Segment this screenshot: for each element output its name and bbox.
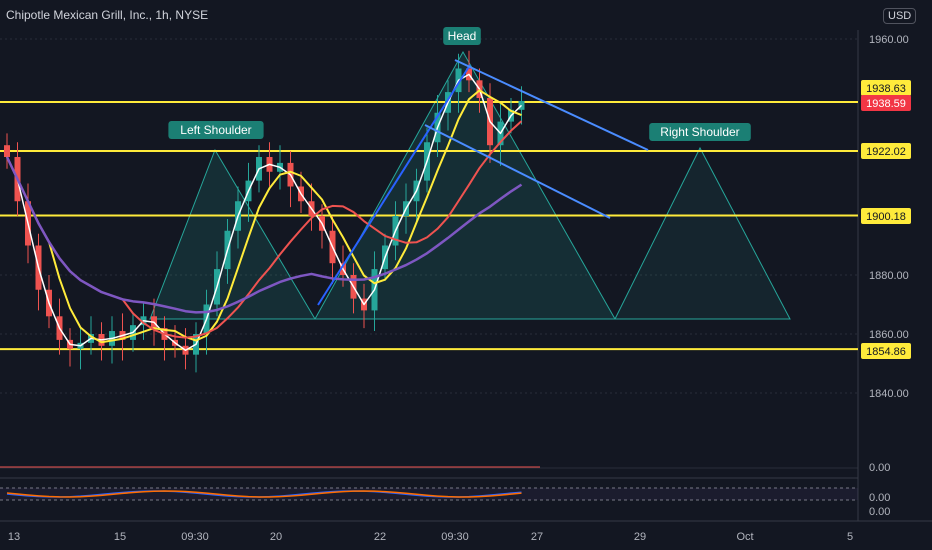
x-axis-tick-label: 22 <box>374 531 386 543</box>
price-label: 1900.18 <box>866 211 906 223</box>
indicator-axis-label: 0.00 <box>869 506 890 518</box>
x-axis-tick-label: 29 <box>634 531 646 543</box>
price-label: 1854.86 <box>866 346 906 358</box>
pattern-label: Right Shoulder <box>660 125 739 139</box>
price-label-box <box>861 343 911 359</box>
x-axis-tick-label: Oct <box>736 531 753 543</box>
candle-body <box>4 145 10 157</box>
pattern-right-shoulder <box>614 146 791 320</box>
x-axis-tick-label: 15 <box>114 531 126 543</box>
y-axis-tick-label: 1960.00 <box>869 34 909 46</box>
indicator-band-fill <box>0 488 858 500</box>
trend-line <box>317 64 471 306</box>
price-label: 1938.59 <box>866 98 906 110</box>
chart-title: Chipotle Mexican Grill, Inc., 1h, NYSE <box>6 8 209 22</box>
x-axis-tick-label: 13 <box>8 531 20 543</box>
x-axis-tick-label: 20 <box>270 531 282 543</box>
pattern-label-box <box>649 123 751 141</box>
y-axis-tick-label: 1880.00 <box>869 270 909 282</box>
y-axis-tick-label: 1860.00 <box>869 329 909 341</box>
pattern-label: Left Shoulder <box>180 123 251 137</box>
price-label-box <box>861 95 911 111</box>
moving-average-line <box>6 89 522 344</box>
price-label: 1922.02 <box>866 146 906 158</box>
price-label-box <box>861 208 911 224</box>
x-axis-tick-label: 09:30 <box>441 531 469 543</box>
indicator-axis-label: 0.00 <box>869 462 890 474</box>
pattern-head <box>314 50 616 320</box>
indicator-axis-label: 0.00 <box>869 492 890 504</box>
x-axis-tick-label: 09:30 <box>181 531 209 543</box>
y-axis-tick-label: 1840.00 <box>869 388 909 400</box>
trend-line <box>424 124 611 219</box>
moving-average-line <box>6 73 523 351</box>
x-axis-tick-label: 5 <box>847 531 853 543</box>
price-label-box <box>861 143 911 159</box>
price-label: 1938.63 <box>866 83 906 95</box>
moving-average-line <box>5 156 523 314</box>
price-label-box <box>861 80 911 96</box>
trend-line <box>454 59 649 151</box>
currency-button[interactable]: USD <box>883 8 917 24</box>
oscillator-signal-line <box>6 490 522 498</box>
pattern-label-box <box>168 121 264 139</box>
pattern-label-box <box>443 27 481 45</box>
x-axis-tick-label: 27 <box>531 531 543 543</box>
pattern-label: Head <box>448 29 477 43</box>
